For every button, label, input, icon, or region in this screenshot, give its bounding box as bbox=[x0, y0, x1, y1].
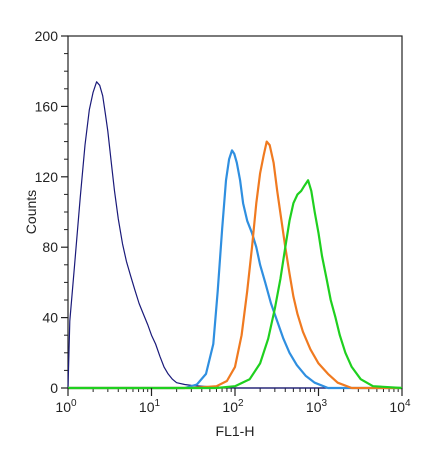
x-tick-label: 102 bbox=[222, 398, 244, 415]
y-tick-label: 80 bbox=[42, 239, 58, 255]
x-tick-label: 103 bbox=[306, 398, 328, 415]
x-tick-label: 100 bbox=[55, 398, 77, 415]
y-tick-label: 160 bbox=[35, 98, 59, 114]
minor-ticks bbox=[64, 53, 399, 392]
x-tick-label: 101 bbox=[139, 398, 161, 415]
y-axis-label: Counts bbox=[23, 190, 39, 234]
series-line-3 bbox=[68, 140, 402, 390]
series-line-4 bbox=[68, 179, 403, 390]
x-axis-label: FL1-H bbox=[216, 423, 255, 439]
y-tick-label: 40 bbox=[42, 310, 58, 326]
y-tick-label: 200 bbox=[35, 28, 59, 44]
plot-frame bbox=[67, 35, 403, 389]
y-tick-label: 0 bbox=[50, 380, 58, 396]
y-axis-ticks: 0 40 80 120 160 200 bbox=[35, 28, 68, 396]
series-line-2 bbox=[68, 149, 402, 390]
x-axis-ticks: 100 101 102 103 104 bbox=[55, 388, 411, 415]
y-tick-label: 120 bbox=[35, 169, 59, 185]
series-line-1 bbox=[67, 81, 402, 389]
series-layer bbox=[67, 81, 403, 390]
x-tick-label: 104 bbox=[389, 398, 411, 415]
